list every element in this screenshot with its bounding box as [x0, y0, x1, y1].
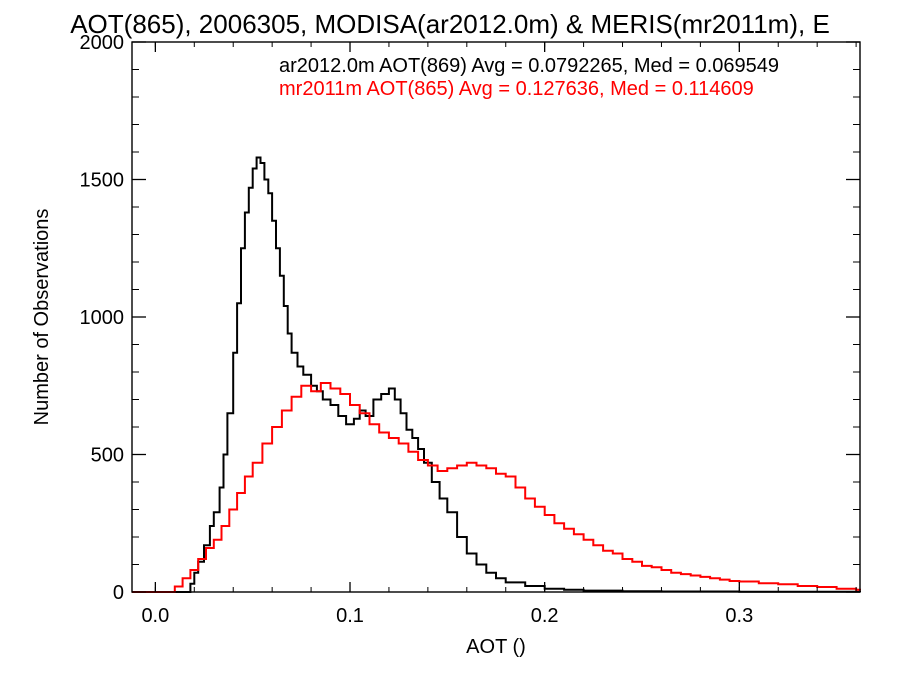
series-line-red [132, 382, 861, 593]
x-tick-label: 0.1 [336, 605, 364, 627]
x-tick-label: 0.0 [141, 605, 169, 627]
y-tick-label: 2000 [80, 32, 125, 54]
x-tick-label: 0.3 [725, 605, 753, 627]
y-tick-label: 500 [91, 445, 124, 467]
legend-entry-red: mr2011m AOT(865) Avg = 0.127636, Med = 0… [279, 78, 754, 100]
chart-title: AOT(865), 2006305, MODISA(ar2012.0m) & M… [70, 9, 830, 39]
plot-frame [131, 41, 861, 593]
x-axis-label: AOT () [466, 636, 526, 658]
series-line-black [132, 156, 861, 593]
legend-entry-black: ar2012.0m AOT(869) Avg = 0.0792265, Med … [279, 55, 779, 77]
y-axis-label: Number of Observations [31, 209, 53, 426]
axes-layer: 0.0 0.1 0.2 0.3 0 500 1000 1500 2000 [80, 32, 860, 627]
y-tick-label: 1000 [80, 307, 125, 329]
series-layer [132, 156, 861, 593]
y-tick-label: 1500 [80, 170, 125, 192]
y-tick-label: 0 [113, 582, 124, 604]
x-tick-label: 0.2 [531, 605, 559, 627]
